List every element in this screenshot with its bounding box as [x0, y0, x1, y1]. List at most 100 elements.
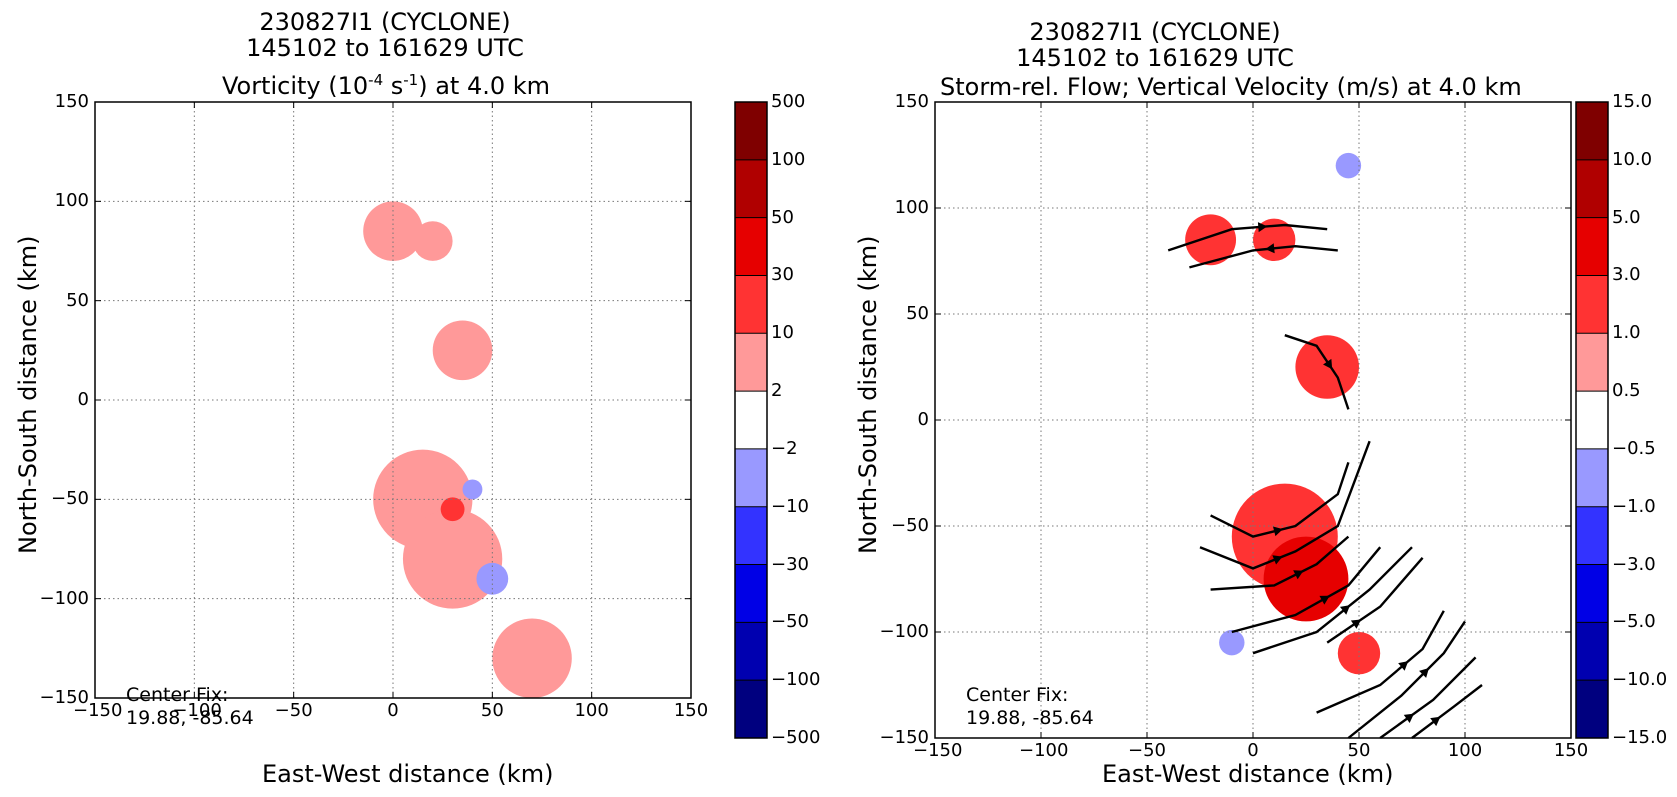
colorbar-segment [1576, 217, 1608, 276]
colorbar-segment [1576, 448, 1608, 507]
streamline [1326, 557, 1424, 644]
left-title-line2: 145102 to 161629 UTC [246, 34, 524, 62]
streamline-arrow [1398, 661, 1409, 671]
left-title-line3: Vorticity (10-4 s-1) at 4.0 km [200, 66, 572, 100]
y-tick-label: 50 [66, 289, 89, 311]
colorbar-segment [735, 622, 767, 681]
y-tick-label: 50 [906, 303, 929, 324]
colorbar-frame [734, 101, 768, 739]
x-tick-label: 150 [1553, 740, 1589, 761]
data-region [476, 562, 509, 595]
data-region [492, 618, 572, 698]
y-tick-label: −50 [891, 515, 929, 536]
y-tick-label: −50 [51, 488, 89, 510]
colorbar-segment [1576, 391, 1608, 449]
colorbar-tick-label: 5.0 [1612, 206, 1641, 228]
colorbar-segment [735, 506, 767, 565]
streamline [1210, 535, 1350, 591]
streamline [1284, 334, 1350, 410]
data-region [1335, 152, 1362, 179]
colorbar-tick-label: −0.5 [1612, 437, 1656, 459]
colorbar-tick-label: 500 [771, 91, 806, 112]
y-tick-label: 150 [54, 91, 89, 112]
x-tick-label: −50 [1128, 740, 1166, 761]
streamline [1347, 620, 1466, 739]
colorbar-tick-label: 3.0 [1612, 264, 1641, 286]
x-tick-label: 50 [1347, 740, 1371, 761]
x-tick-label: 50 [480, 700, 504, 721]
colorbar-tick-label: 1.0 [1612, 322, 1641, 344]
left-colorbar [734, 101, 768, 739]
left-title3-sup2: -1 [403, 71, 419, 89]
x-tick-label: 100 [1447, 740, 1483, 761]
y-tick-label: −150 [39, 687, 89, 708]
colorbar-segment [1576, 333, 1608, 392]
streamline-arrow [1293, 570, 1304, 580]
x-tick-label: 150 [673, 700, 709, 721]
colorbar-tick-label: −15.0 [1612, 727, 1668, 748]
data-region [1185, 214, 1237, 266]
streamline [1379, 656, 1477, 739]
y-tick-label: −100 [39, 587, 89, 609]
streamline [1210, 462, 1350, 538]
y-tick-label: 150 [894, 91, 929, 112]
y-tick-label: 100 [54, 190, 89, 212]
left-title3-sup1: -4 [368, 71, 384, 89]
colorbar-tick-label: 100 [771, 148, 806, 170]
colorbar-frame [1575, 101, 1609, 739]
colorbar-segment [735, 102, 767, 160]
colorbar-segment [735, 391, 767, 449]
data-region [1219, 629, 1245, 656]
streamline-arrow [1323, 358, 1333, 370]
colorbar-tick-label: −30 [771, 553, 809, 575]
streamline [1167, 223, 1328, 252]
data-region [432, 320, 493, 381]
right-center-fix: Center Fix: 19.88, -85.64 [966, 684, 1094, 729]
colorbar-segment [1576, 506, 1608, 565]
colorbar-tick-label: 10.0 [1612, 148, 1653, 170]
colorbar-tick-label: −10.0 [1612, 669, 1668, 691]
colorbar-segment [735, 159, 767, 218]
data-region [440, 497, 465, 522]
x-tick-label: 0 [387, 700, 399, 721]
streamline-arrow [1265, 243, 1275, 254]
left-plot-area [94, 101, 692, 699]
x-tick-label: −50 [274, 700, 313, 721]
colorbar-segment [1576, 102, 1608, 160]
y-tick-label: 0 [77, 389, 89, 410]
colorbar-segment [1576, 159, 1608, 218]
left-center-fix: Center Fix: 19.88, -85.64 [126, 684, 254, 729]
x-tick-label: −150 [73, 700, 123, 721]
y-tick-label: −150 [879, 727, 929, 748]
streamline [1199, 440, 1371, 570]
right-colorbar [1575, 101, 1609, 739]
y-tick-label: 100 [894, 197, 929, 218]
colorbar-segment [1576, 680, 1608, 738]
streamline [1316, 610, 1445, 714]
colorbar-tick-label: −100 [771, 669, 821, 691]
streamline-arrow [1350, 619, 1362, 629]
left-title3-post: ) at 4.0 km [418, 72, 551, 100]
colorbar-tick-label: 10 [771, 322, 794, 344]
streamline-arrow [1430, 716, 1441, 727]
streamline-arrow [1419, 668, 1429, 678]
colorbar-segment [1576, 275, 1608, 334]
colorbar-tick-label: 15.0 [1612, 91, 1653, 112]
colorbar-tick-label: 2 [771, 380, 783, 402]
colorbar-segment [735, 564, 767, 623]
colorbar-tick-label: −50 [771, 611, 809, 633]
colorbar-tick-label: −500 [771, 727, 821, 748]
left-x-axis-label: East-West distance (km) [262, 760, 554, 788]
right-x-axis-label: East-West distance (km) [1102, 760, 1394, 788]
colorbar-segment [735, 680, 767, 738]
data-region [412, 221, 453, 261]
colorbar-tick-label: 30 [771, 264, 794, 286]
right-y-axis-label: North-South distance (km) [854, 235, 882, 555]
left-title3-pre: Vorticity (10 [221, 72, 369, 100]
colorbar-tick-label: 0.5 [1612, 380, 1641, 402]
x-tick-label: −100 [172, 700, 222, 721]
colorbar-tick-label: 50 [771, 206, 794, 228]
colorbar-segment [735, 333, 767, 392]
x-tick-label: 0 [1247, 740, 1259, 761]
x-tick-label: −150 [913, 740, 963, 761]
